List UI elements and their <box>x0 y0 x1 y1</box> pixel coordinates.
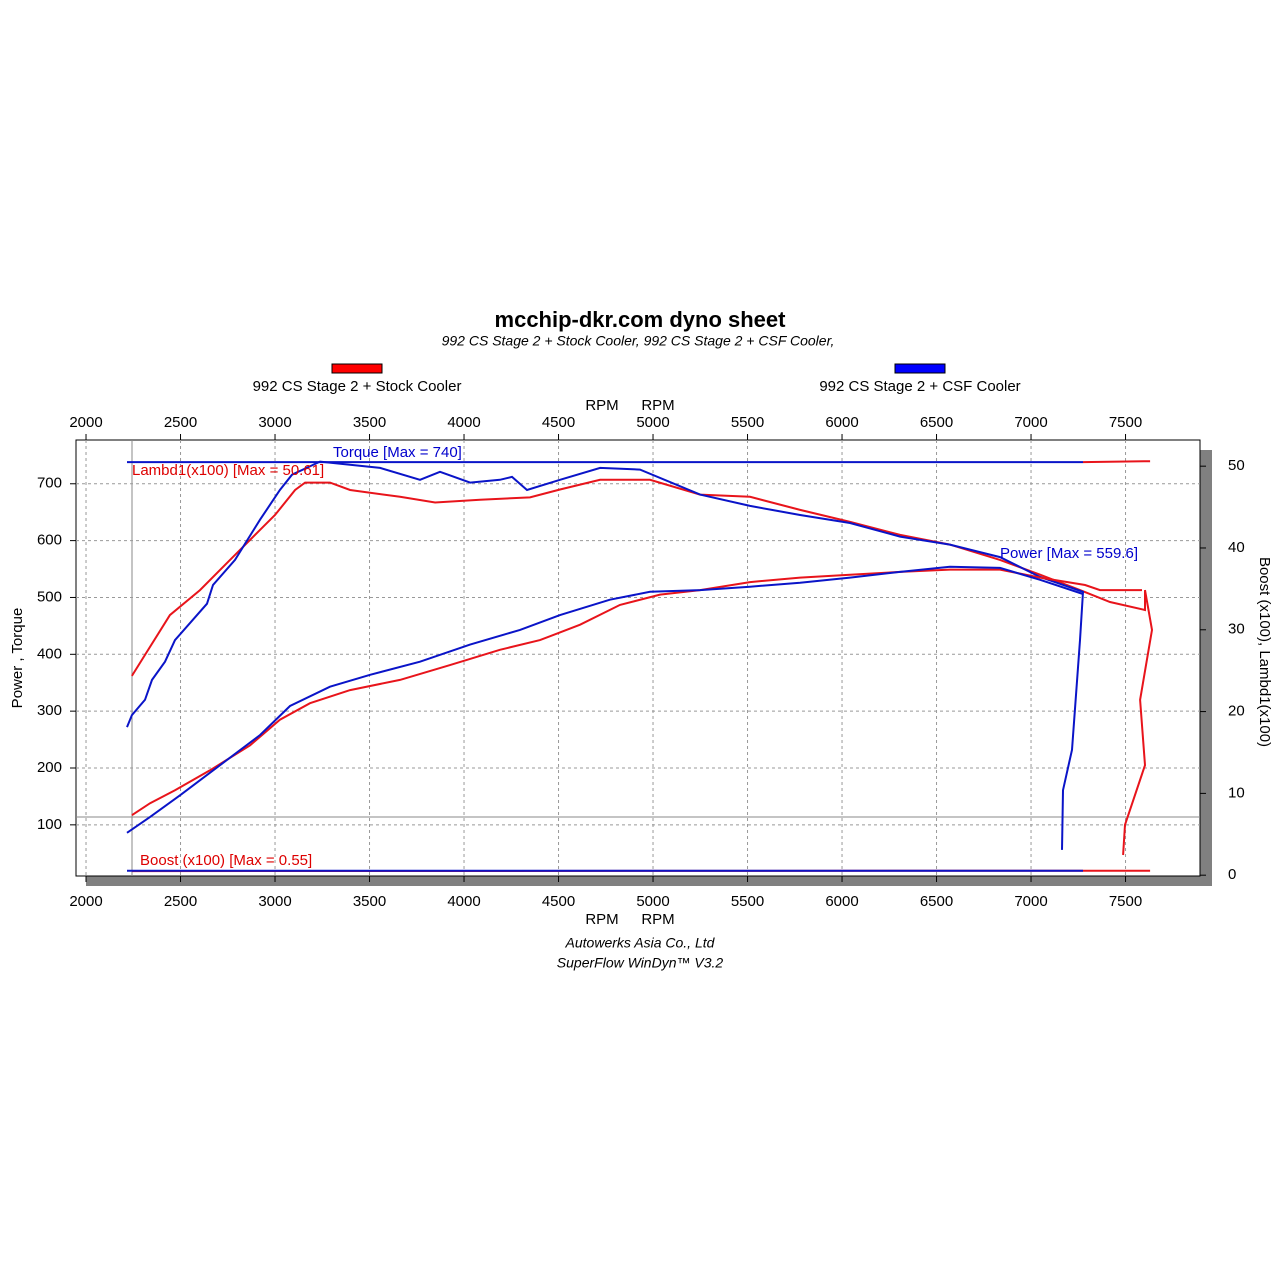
x-tick-label: 4000 <box>447 414 480 431</box>
y-tick-label: 400 <box>37 645 62 662</box>
y2-tick-label: 30 <box>1228 621 1245 638</box>
y-axis-label: Power , Torque <box>9 608 26 709</box>
x-tick-label: 7500 <box>1109 893 1142 910</box>
x-tick-label: 2500 <box>164 893 197 910</box>
x-tick-label: 7500 <box>1109 414 1142 431</box>
y-tick-label: 200 <box>37 759 62 776</box>
x-tick-label: 2500 <box>164 414 197 431</box>
annotation: Lambd1(x100) [Max = 50.61] <box>132 462 324 479</box>
x-axis-label: RPM <box>641 397 674 414</box>
x-tick-label: 6000 <box>825 893 858 910</box>
data-line <box>1083 461 1150 462</box>
y-tick-label: 500 <box>37 588 62 605</box>
x-tick-label: 4500 <box>542 893 575 910</box>
y-tick-label: 300 <box>37 702 62 719</box>
x-tick-label: 3000 <box>258 414 291 431</box>
annotation: Power [Max = 559.6] <box>1000 545 1138 562</box>
x-axis-label: RPM <box>585 397 618 414</box>
annotation: Boost (x100) [Max = 0.55] <box>140 852 312 869</box>
annotation: Torque [Max = 740] <box>333 444 462 461</box>
x-tick-label: 7000 <box>1014 414 1047 431</box>
y2-axis-label: Boost (x100), Lambd1(x100) <box>1256 557 1273 747</box>
y2-tick-label: 20 <box>1228 703 1245 720</box>
x-tick-label: 7000 <box>1014 893 1047 910</box>
chart-title: mcchip-dkr.com dyno sheet <box>495 307 787 332</box>
chart-subtitle: 992 CS Stage 2 + Stock Cooler, 992 CS St… <box>442 333 835 349</box>
y-tick-label: 700 <box>37 475 62 492</box>
x-tick-label: 4000 <box>447 893 480 910</box>
x-tick-label: 2000 <box>69 414 102 431</box>
y-tick-label: 100 <box>37 816 62 833</box>
y2-tick-label: 40 <box>1228 539 1245 556</box>
footer: Autowerks Asia Co., Ltd <box>565 935 716 951</box>
legend-swatch <box>332 364 382 373</box>
x-tick-label: 5500 <box>731 414 764 431</box>
x-tick-label: 6500 <box>920 893 953 910</box>
x-tick-label: 5000 <box>636 893 669 910</box>
x-tick-label: 6000 <box>825 414 858 431</box>
x-axis-label: RPM <box>641 911 674 928</box>
legend-label: 992 CS Stage 2 + Stock Cooler <box>253 378 462 395</box>
x-tick-label: 2000 <box>69 893 102 910</box>
legend-swatch <box>895 364 945 373</box>
x-tick-label: 5500 <box>731 893 764 910</box>
x-tick-label: 6500 <box>920 414 953 431</box>
y2-tick-label: 50 <box>1228 457 1245 474</box>
x-tick-label: 4500 <box>542 414 575 431</box>
x-tick-label: 3500 <box>353 893 386 910</box>
x-tick-label: 3500 <box>353 414 386 431</box>
x-axis-label: RPM <box>585 911 618 928</box>
legend-label: 992 CS Stage 2 + CSF Cooler <box>819 378 1020 395</box>
y2-tick-label: 10 <box>1228 784 1245 801</box>
x-tick-label: 5000 <box>636 414 669 431</box>
y-tick-label: 600 <box>37 532 62 549</box>
footer: SuperFlow WinDyn™ V3.2 <box>557 955 724 971</box>
y2-tick-label: 0 <box>1228 866 1236 883</box>
x-tick-label: 3000 <box>258 893 291 910</box>
